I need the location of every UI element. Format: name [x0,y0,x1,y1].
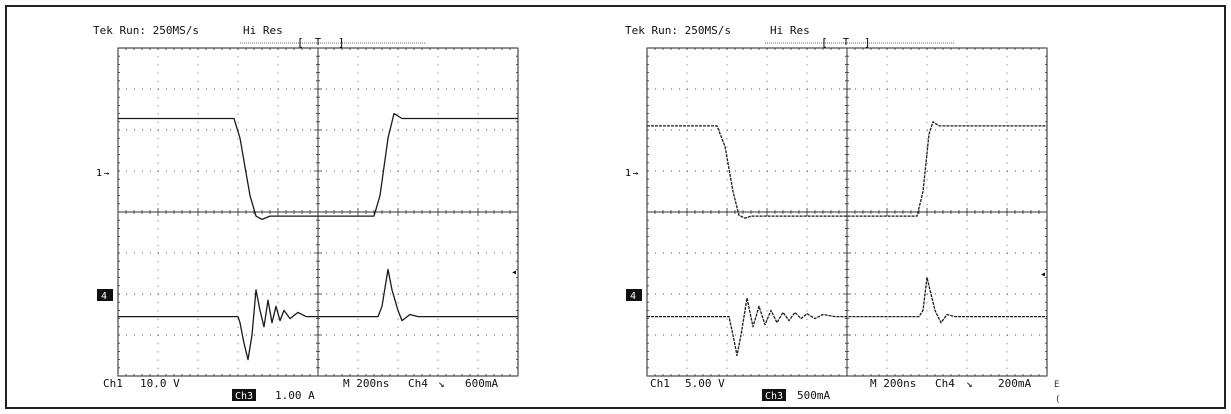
right-trigger-position-marker: T [843,37,849,48]
right-header-mode: Hi Res [770,24,810,37]
left-footer-ch1-scale: 10.0 V [140,377,180,390]
right-footer-trigger-level: 200mA [998,377,1031,390]
right-footer-timebase: M 200ns [870,377,916,390]
left-record-bracket-close: ] [338,36,345,49]
left-footer-ch3-label: Ch3 [235,391,253,402]
left-ch4-marker: 4 [101,291,107,302]
left-footer-trigger-source: Ch4 [408,377,428,390]
trace-ch1 [647,121,1047,219]
trace-ch4 [647,276,1047,357]
right-footer-ch3-scale: 500mA [797,389,830,402]
edge-fragment-lower: ( [1055,395,1060,405]
trace-ch4 [118,268,518,361]
right-header-status: Tek Run: 250MS/s [625,24,731,37]
right-footer-ch1: Ch1 [650,377,670,390]
left-ch4-badge [97,289,113,301]
left-trigger-position-marker: T [315,37,321,48]
left-header-mode: Hi Res [243,24,283,37]
left-graticule-grid [117,47,519,377]
right-ch1-arrow-icon: → [633,169,639,179]
right-footer-ch1-scale: 5.00 V [685,377,725,390]
right-footer-ch3-badge [762,389,786,401]
left-footer-ch3-badge [232,389,256,401]
left-footer-timebase: M 200ns [343,377,389,390]
left-traces [118,112,518,361]
right-ch1-marker: 1 [625,168,631,179]
left-trigger-level-icon: ◂ [511,267,517,278]
right-footer-trigger-source: Ch4 [935,377,955,390]
left-footer-trigger-slope-icon: ↘ [438,377,445,390]
left-ch1-marker: 1 [96,168,102,179]
right-trigger-level-icon: ◂ [1040,269,1046,280]
left-ch1-arrow-icon: → [104,169,110,179]
trace-ch1 [118,112,518,221]
right-traces [647,121,1047,357]
left-footer-trigger-level: 600mA [465,377,498,390]
right-footer-trigger-slope-icon: ↘ [966,377,973,390]
left-record-bracket-open: [ [297,36,304,49]
edge-fragment-upper: E [1054,380,1059,390]
left-header-status: Tek Run: 250MS/s [93,24,199,37]
right-record-bracket-open: [ [821,36,828,49]
right-ch4-marker: 4 [630,291,636,302]
scope-right: Tek Run: 250MS/s Hi Res [ ] T 1 → 4 ◂ Ch… [625,24,1048,402]
right-record-bracket-close: ] [864,36,871,49]
figure-frame [5,5,1226,409]
left-footer-ch3-scale: 1.00 A [275,389,315,402]
left-footer-ch1: Ch1 [103,377,123,390]
right-graticule-grid [646,47,1048,377]
right-footer-ch3-label: Ch3 [765,391,783,402]
scope-left: Tek Run: 250MS/s Hi Res [ ] T 1 → 4 ◂ Ch… [93,24,519,402]
right-ch4-badge [626,289,642,301]
